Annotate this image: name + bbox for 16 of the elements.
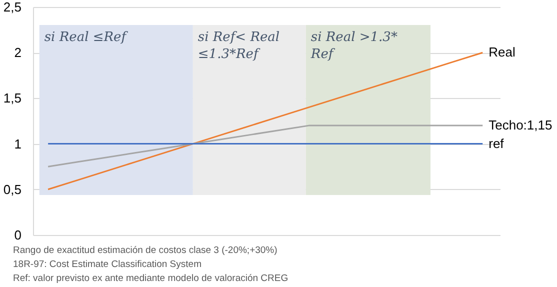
y-tick-label: 0 [14, 228, 22, 242]
annotation: si Real >1.3* Ref [310, 30, 398, 62]
annotation: si Real ≤Ref [44, 30, 128, 45]
series-label: Techo:1,15 [488, 118, 552, 133]
series-label: ref [488, 136, 504, 151]
y-tick-label: 0,5 [3, 182, 22, 197]
text: Ref: valor previsto ex ante mediante modelo de valoración CREG [13, 273, 288, 284]
series-label: Real [488, 44, 516, 60]
text: Rango de exactitud estimación de costos clase 3 (-20%;+30%) [13, 245, 278, 256]
y-tick-label: 1,5 [3, 90, 22, 106]
annotation: si Ref< Real ≤1.3*Ref [198, 30, 280, 62]
text: 18R-97: Cost Estimate Classification System [13, 259, 202, 270]
y-tick-label: 2 [14, 45, 22, 60]
line-series [47, 124, 484, 168]
y-tick-label: 2,5 [3, 0, 22, 14]
y-tick-label: 1 [14, 136, 22, 152]
